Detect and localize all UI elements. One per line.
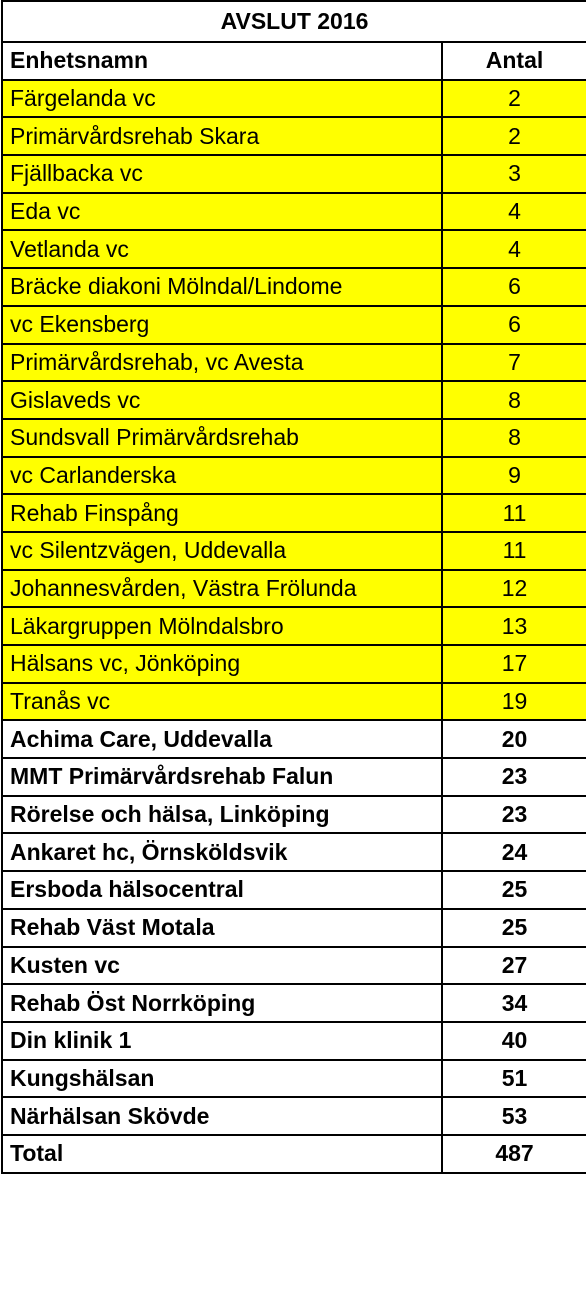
table-row: Kungshälsan 51 (1, 1058, 586, 1099)
unit-name-cell[interactable]: Eda vc (1, 191, 443, 232)
table-row: Kusten vc 27 (1, 945, 586, 986)
count-cell[interactable]: 23 (440, 757, 586, 797)
table-row: Tranås vc 19 (1, 681, 586, 722)
table-row: vc Carlanderska 9 (1, 455, 586, 496)
count-cell[interactable]: 17 (440, 644, 586, 684)
header-name[interactable]: Enhetsnamn (1, 41, 443, 81)
count-cell[interactable]: 40 (440, 1020, 586, 1061)
unit-name-cell[interactable]: Gislaveds vc (1, 380, 443, 420)
count-cell[interactable]: 12 (440, 568, 586, 609)
table-row: Primärvårdsrehab, vc Avesta 7 (1, 342, 586, 383)
table-row: Hälsans vc, Jönköping 17 (1, 644, 586, 684)
table-row: vc Silentzvägen, Uddevalla 11 (1, 530, 586, 571)
unit-name-cell[interactable]: Läkargruppen Mölndalsbro (1, 606, 443, 646)
unit-name-cell[interactable]: Rörelse och hälsa, Linköping (1, 794, 443, 835)
unit-name-cell[interactable]: vc Carlanderska (1, 455, 443, 496)
header-count[interactable]: Antal (440, 41, 586, 81)
units-table: AVSLUT 2016 Enhetsnamn Antal Färgelanda … (0, 0, 586, 1174)
table-row: Achima Care, Uddevalla 20 (1, 719, 586, 760)
table-row: Ankaret hc, Örnsköldsvik 24 (1, 832, 586, 873)
unit-name-cell[interactable]: Rehab Finspång (1, 493, 443, 533)
unit-name-cell[interactable]: vc Ekensberg (1, 304, 443, 345)
unit-name-cell[interactable]: Rehab Väst Motala (1, 907, 443, 948)
count-cell[interactable]: 23 (440, 794, 586, 835)
count-cell[interactable]: 6 (440, 304, 586, 345)
table-row: Rehab Väst Motala 25 (1, 907, 586, 948)
count-cell[interactable]: 11 (440, 530, 586, 571)
count-cell[interactable]: 53 (440, 1096, 586, 1136)
unit-name-cell[interactable]: Achima Care, Uddevalla (1, 719, 443, 760)
unit-name-cell[interactable]: Kungshälsan (1, 1058, 443, 1099)
unit-name-cell[interactable]: Primärvårdsrehab Skara (1, 116, 443, 157)
count-cell[interactable]: 25 (440, 907, 586, 948)
unit-name-cell[interactable]: Färgelanda vc (1, 78, 443, 119)
count-cell[interactable]: 20 (440, 719, 586, 760)
count-cell[interactable]: 13 (440, 606, 586, 646)
unit-name-cell[interactable]: vc Silentzvägen, Uddevalla (1, 530, 443, 571)
total-count[interactable]: 487 (440, 1133, 586, 1174)
header-row: Enhetsnamn Antal (1, 41, 586, 81)
table-row: Rehab Finspång 11 (1, 493, 586, 533)
unit-name-cell[interactable]: Rehab Öst Norrköping (1, 983, 443, 1023)
count-cell[interactable]: 24 (440, 832, 586, 873)
count-cell[interactable]: 8 (440, 417, 586, 458)
table-row: Ersboda hälsocentral 25 (1, 870, 586, 910)
unit-name-cell[interactable]: Ankaret hc, Örnsköldsvik (1, 832, 443, 873)
count-cell[interactable]: 25 (440, 870, 586, 910)
count-cell[interactable]: 11 (440, 493, 586, 533)
count-cell[interactable]: 2 (440, 116, 586, 157)
count-cell[interactable]: 9 (440, 455, 586, 496)
table-row: Sundsvall Primärvårdsrehab 8 (1, 417, 586, 458)
table-row: Fjällbacka vc 3 (1, 154, 586, 194)
count-cell[interactable]: 34 (440, 983, 586, 1023)
count-cell[interactable]: 8 (440, 380, 586, 420)
table-row: Färgelanda vc 2 (1, 78, 586, 119)
unit-name-cell[interactable]: Ersboda hälsocentral (1, 870, 443, 910)
table-row: Rörelse och hälsa, Linköping 23 (1, 794, 586, 835)
table-row: vc Ekensberg 6 (1, 304, 586, 345)
title-row: AVSLUT 2016 (0, 0, 586, 43)
unit-name-cell[interactable]: Vetlanda vc (1, 229, 443, 270)
table-title[interactable]: AVSLUT 2016 (0, 0, 586, 43)
unit-name-cell[interactable]: Sundsvall Primärvårdsrehab (1, 417, 443, 458)
unit-name-cell[interactable]: Kusten vc (1, 945, 443, 986)
count-cell[interactable]: 4 (440, 229, 586, 270)
table-row: Närhälsan Skövde 53 (1, 1096, 586, 1136)
unit-name-cell[interactable]: Tranås vc (1, 681, 443, 722)
unit-name-cell[interactable]: MMT Primärvårdsrehab Falun (1, 757, 443, 797)
unit-name-cell[interactable]: Hälsans vc, Jönköping (1, 644, 443, 684)
unit-name-cell[interactable]: Din klinik 1 (1, 1020, 443, 1061)
table-row: Din klinik 1 40 (1, 1020, 586, 1061)
count-cell[interactable]: 3 (440, 154, 586, 194)
table-row: Johannesvården, Västra Frölunda 12 (1, 568, 586, 609)
unit-name-cell[interactable]: Närhälsan Skövde (1, 1096, 443, 1136)
unit-name-cell[interactable]: Fjällbacka vc (1, 154, 443, 194)
table-row: Läkargruppen Mölndalsbro 13 (1, 606, 586, 646)
table-row: Rehab Öst Norrköping 34 (1, 983, 586, 1023)
count-cell[interactable]: 27 (440, 945, 586, 986)
count-cell[interactable]: 4 (440, 191, 586, 232)
table-row: MMT Primärvårdsrehab Falun 23 (1, 757, 586, 797)
count-cell[interactable]: 2 (440, 78, 586, 119)
total-label[interactable]: Total (1, 1133, 443, 1174)
table-row: Bräcke diakoni Mölndal/Lindome 6 (1, 267, 586, 307)
count-cell[interactable]: 19 (440, 681, 586, 722)
unit-name-cell[interactable]: Bräcke diakoni Mölndal/Lindome (1, 267, 443, 307)
count-cell[interactable]: 7 (440, 342, 586, 383)
table-row: Vetlanda vc 4 (1, 229, 586, 270)
total-row: Total 487 (1, 1133, 586, 1174)
count-cell[interactable]: 6 (440, 267, 586, 307)
unit-name-cell[interactable]: Johannesvården, Västra Frölunda (1, 568, 443, 609)
unit-name-cell[interactable]: Primärvårdsrehab, vc Avesta (1, 342, 443, 383)
table-row: Primärvårdsrehab Skara 2 (1, 116, 586, 157)
table-row: Gislaveds vc 8 (1, 380, 586, 420)
table-row: Eda vc 4 (1, 191, 586, 232)
count-cell[interactable]: 51 (440, 1058, 586, 1099)
